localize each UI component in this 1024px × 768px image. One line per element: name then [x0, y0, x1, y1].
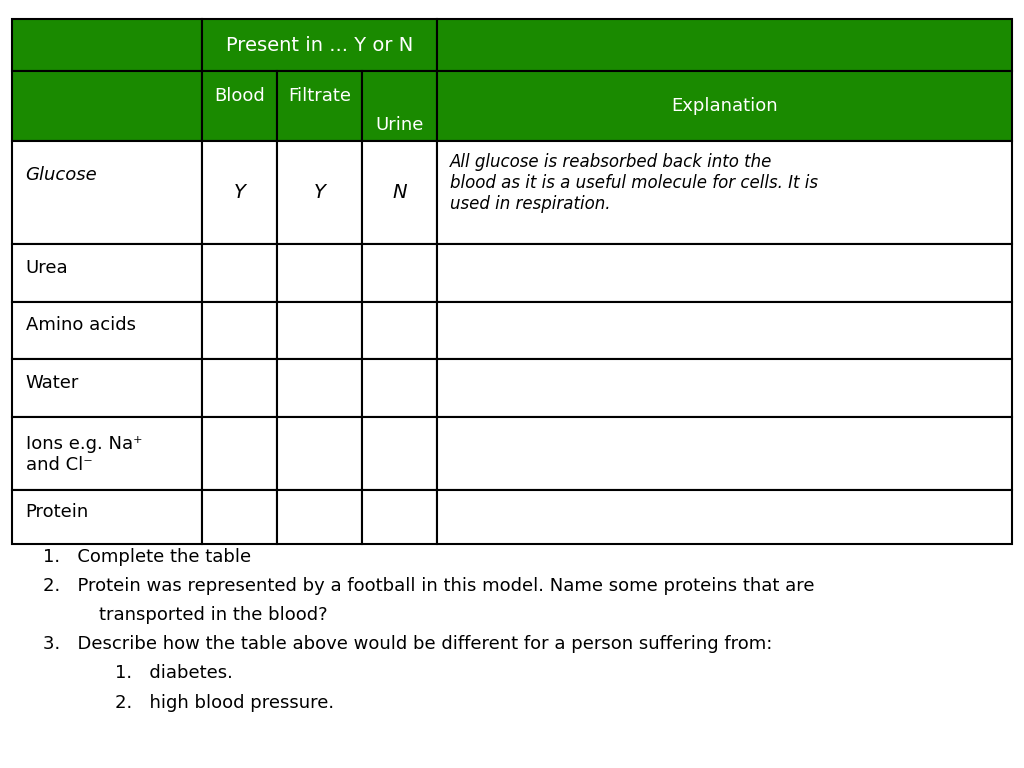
Bar — [278, 71, 362, 141]
Bar — [278, 359, 362, 417]
Bar — [437, 302, 1012, 359]
Text: 3.   Describe how the table above would be different for a person suffering from: 3. Describe how the table above would be… — [43, 635, 772, 653]
Bar — [202, 71, 278, 141]
Bar — [12, 71, 202, 141]
Bar — [362, 141, 437, 244]
Text: Y: Y — [313, 183, 326, 202]
Text: 1.   Complete the table: 1. Complete the table — [43, 548, 251, 565]
Text: Filtrate: Filtrate — [288, 87, 351, 104]
Text: Amino acids: Amino acids — [26, 316, 135, 334]
Bar — [437, 141, 1012, 244]
Bar — [278, 417, 362, 490]
Text: Urea: Urea — [26, 259, 69, 276]
Bar — [437, 19, 1012, 71]
Text: Blood: Blood — [214, 87, 265, 104]
Bar — [202, 417, 278, 490]
Bar — [437, 417, 1012, 490]
Bar — [202, 19, 437, 71]
Text: 1.   diabetes.: 1. diabetes. — [115, 664, 232, 682]
Bar — [12, 244, 202, 302]
Bar — [362, 417, 437, 490]
Bar — [362, 359, 437, 417]
Text: N: N — [392, 183, 407, 202]
Text: Protein: Protein — [26, 504, 89, 521]
Bar — [202, 141, 278, 244]
Text: Y: Y — [233, 183, 246, 202]
Text: transported in the blood?: transported in the blood? — [99, 606, 328, 624]
Bar — [12, 302, 202, 359]
Text: Glucose: Glucose — [26, 167, 97, 184]
Bar — [12, 359, 202, 417]
Text: Explanation: Explanation — [671, 97, 777, 115]
Bar — [362, 490, 437, 544]
Bar — [12, 19, 202, 71]
Bar — [362, 302, 437, 359]
Bar — [362, 244, 437, 302]
Bar — [362, 71, 437, 141]
Bar — [12, 141, 202, 244]
Text: Water: Water — [26, 374, 79, 392]
Bar — [437, 490, 1012, 544]
Text: All glucose is reabsorbed back into the
blood as it is a useful molecule for cel: All glucose is reabsorbed back into the … — [451, 153, 818, 213]
Bar — [278, 244, 362, 302]
Text: 2.   Protein was represented by a football in this model. Name some proteins tha: 2. Protein was represented by a football… — [43, 577, 814, 594]
Bar — [437, 359, 1012, 417]
Text: 2.   high blood pressure.: 2. high blood pressure. — [115, 694, 334, 711]
Text: Urine: Urine — [376, 116, 424, 134]
Bar — [278, 302, 362, 359]
Text: Present in ... Y or N: Present in ... Y or N — [226, 36, 414, 55]
Bar — [202, 490, 278, 544]
Text: Ions e.g. Na⁺
and Cl⁻: Ions e.g. Na⁺ and Cl⁻ — [26, 435, 142, 474]
Bar — [12, 490, 202, 544]
Bar — [12, 417, 202, 490]
Bar — [202, 302, 278, 359]
Bar — [278, 490, 362, 544]
Bar — [437, 244, 1012, 302]
Bar — [202, 244, 278, 302]
Bar — [202, 359, 278, 417]
Bar — [278, 141, 362, 244]
Bar — [437, 71, 1012, 141]
